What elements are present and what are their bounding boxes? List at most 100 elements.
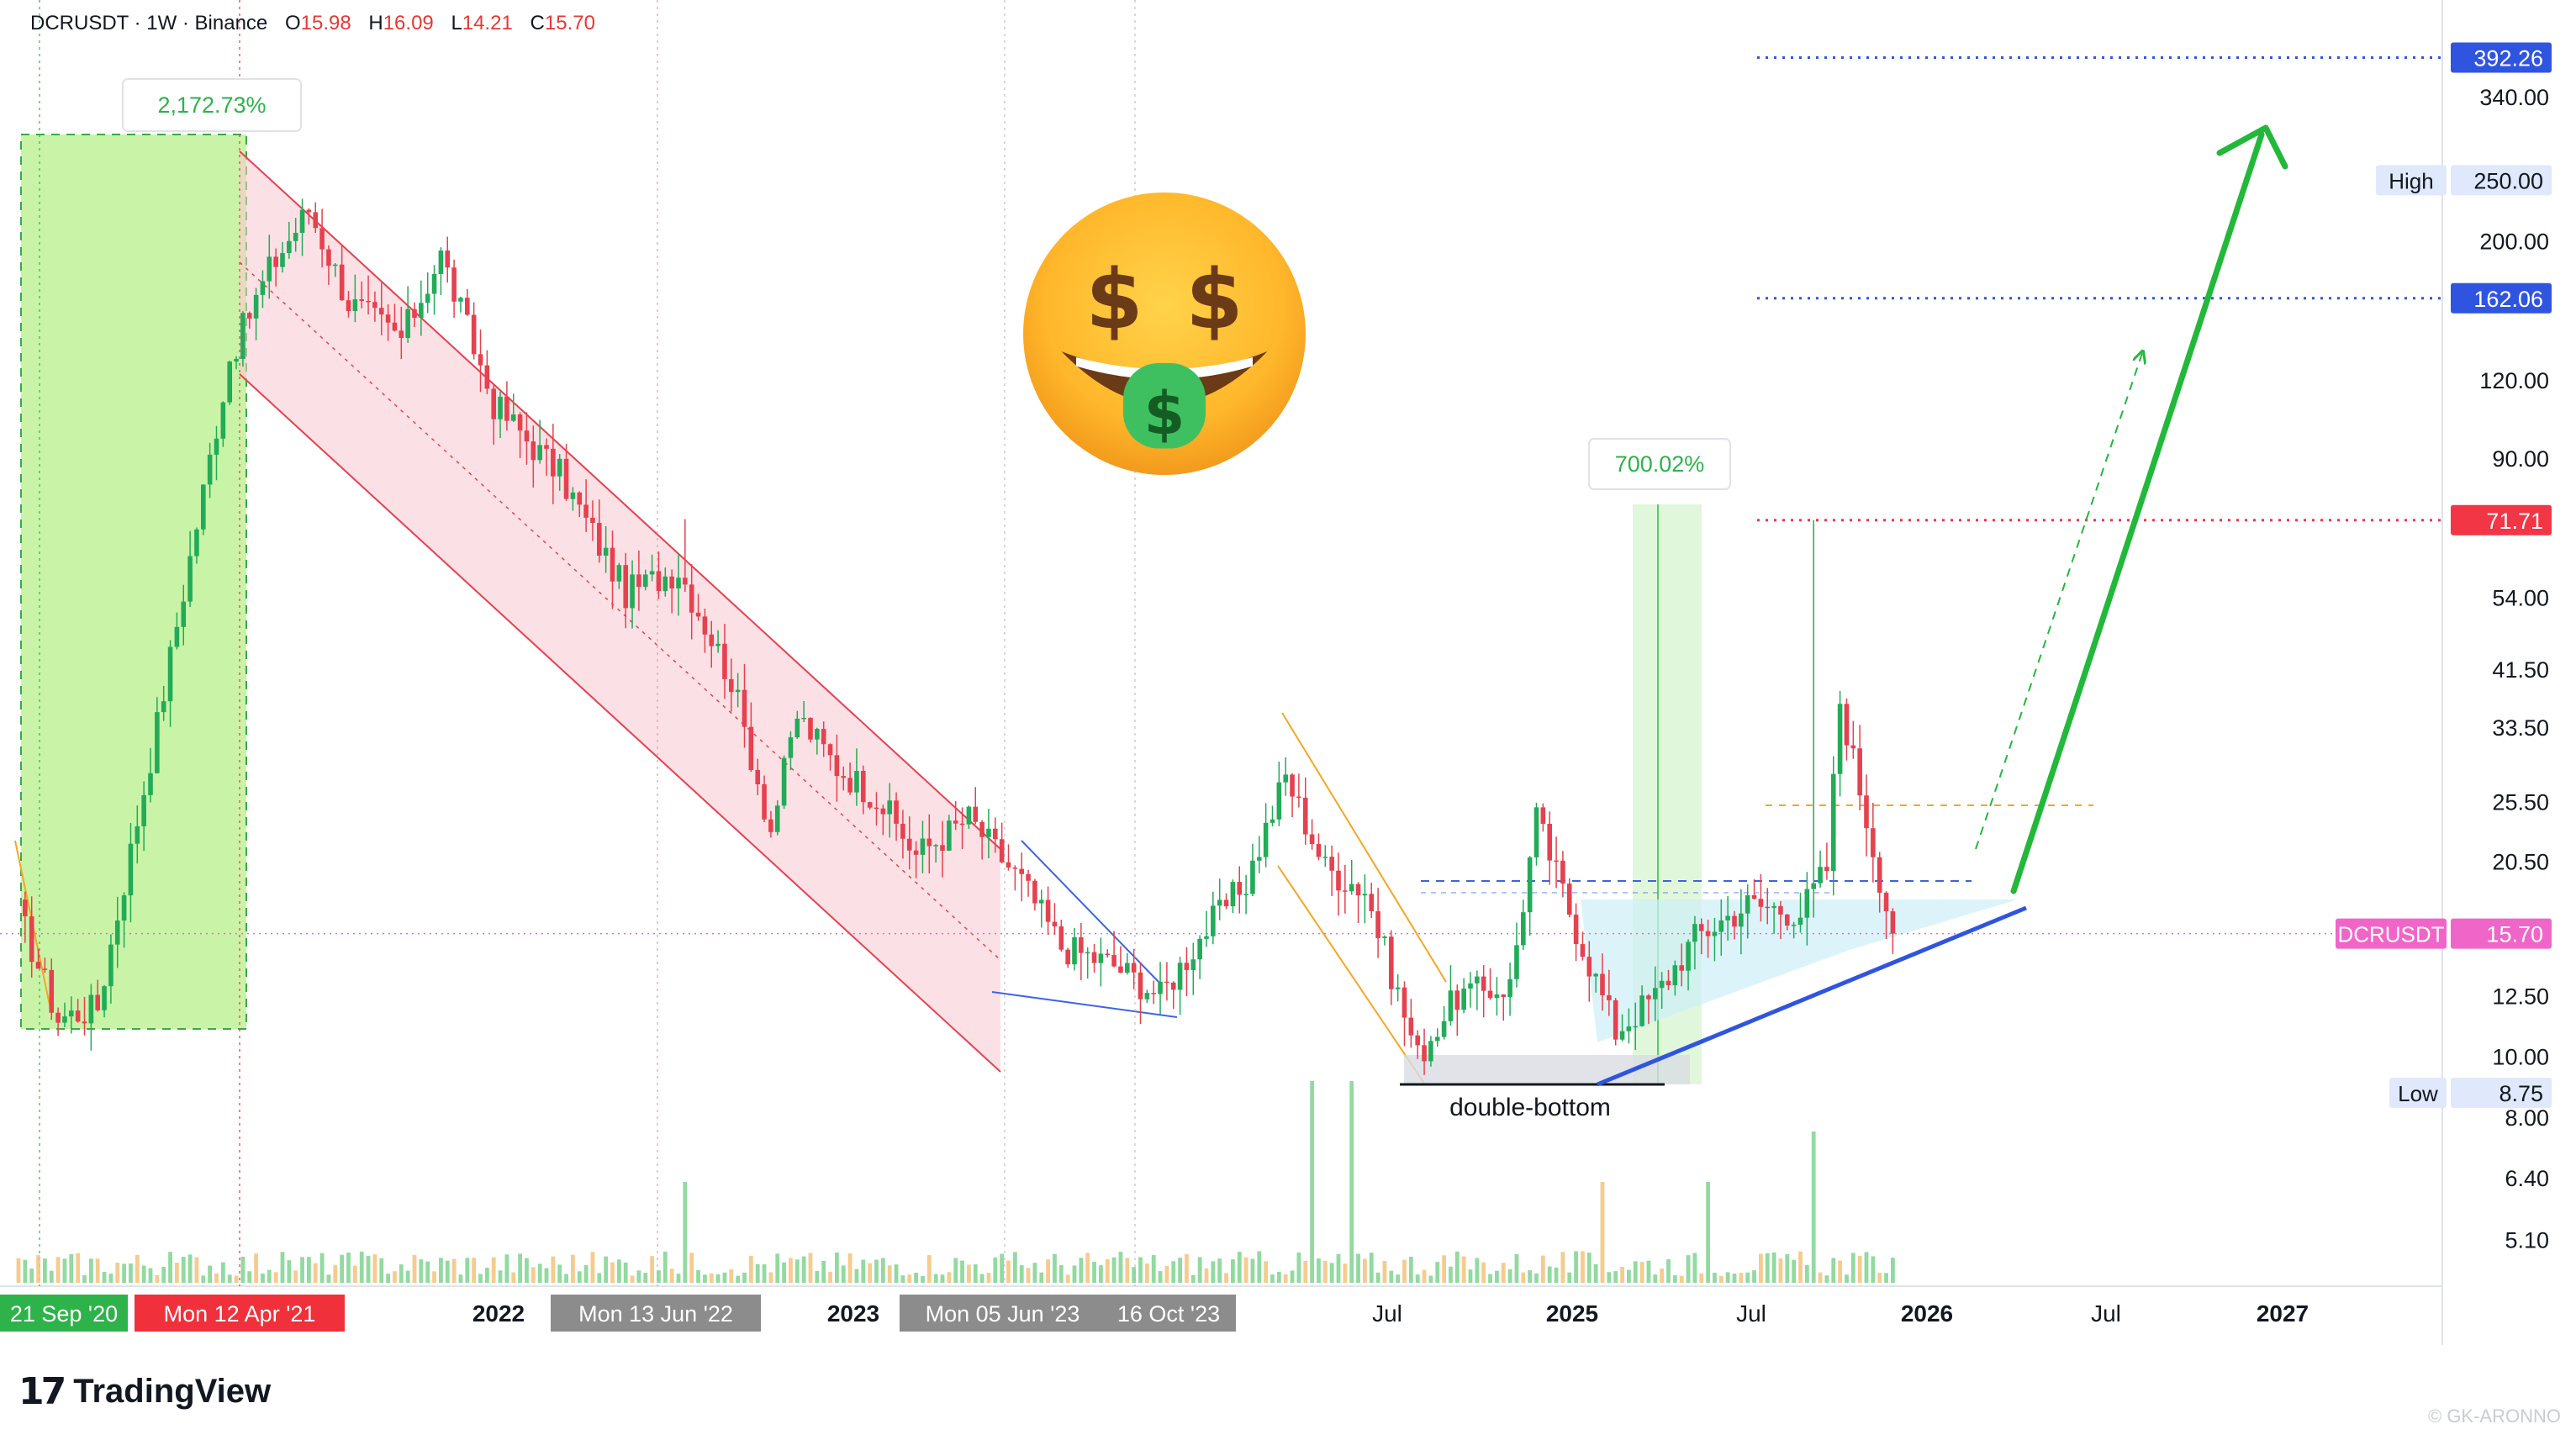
volume-bar: [696, 1269, 700, 1283]
candle-body: [214, 438, 219, 455]
candle-body: [1389, 936, 1394, 989]
candle-body: [293, 232, 298, 241]
volume-bar: [135, 1254, 140, 1283]
candle-body: [1791, 924, 1797, 926]
price-label-bg: [2451, 165, 2552, 196]
candle-body: [1052, 921, 1058, 926]
volume-bar: [900, 1275, 905, 1283]
volume-bar: [1329, 1263, 1334, 1283]
candle-body: [1257, 857, 1262, 861]
volume-bar: [1718, 1275, 1723, 1283]
volume-bar: [531, 1267, 536, 1283]
candle-body: [1718, 920, 1724, 932]
candle-body: [1158, 981, 1163, 994]
candle-body: [352, 299, 358, 311]
candle-body: [346, 300, 351, 311]
volume-bar: [1310, 1081, 1314, 1283]
high-label: H: [368, 12, 383, 34]
candle-body: [234, 358, 239, 362]
volume-bar: [1171, 1261, 1176, 1283]
volume-bar: [1818, 1272, 1823, 1283]
candle-body: [161, 701, 166, 713]
volume-bar: [1653, 1274, 1658, 1283]
volume-bar: [1065, 1274, 1070, 1283]
candle-body: [940, 845, 945, 851]
volume-bar: [1369, 1253, 1374, 1283]
tradingview-logo[interactable]: 17 TradingView: [18, 1370, 271, 1413]
volume-bar: [590, 1252, 595, 1283]
candle-body: [49, 969, 55, 1013]
candle-body: [187, 556, 193, 602]
candle-body: [1309, 834, 1315, 845]
candle-body: [1343, 890, 1348, 892]
candle-body: [88, 994, 94, 1024]
volume-bar: [498, 1270, 503, 1283]
candle-body: [590, 517, 595, 524]
volume-bar: [451, 1258, 457, 1283]
projection-arrow-main: [2010, 131, 2265, 894]
volume-bar: [1845, 1274, 1849, 1283]
volume-bar: [676, 1274, 681, 1283]
volume-bar: [352, 1265, 357, 1283]
candle-body: [649, 571, 655, 575]
volume-bar: [1454, 1251, 1460, 1283]
date-highlight-bg: [900, 1295, 1106, 1332]
svg-text:$: $: [1085, 252, 1143, 348]
volume-bar: [887, 1265, 892, 1283]
volume-bar: [854, 1269, 859, 1283]
author-watermark: © GK-ARONNO: [2428, 1406, 2561, 1427]
volume-bar: [1085, 1253, 1090, 1283]
volume-bar: [616, 1259, 621, 1283]
volume-bar: [393, 1271, 397, 1283]
candle-body: [1877, 857, 1882, 893]
volume-bar: [1375, 1272, 1380, 1283]
price-label-value: 8.75: [2499, 1081, 2543, 1106]
candle-body: [735, 689, 741, 693]
volume-bar: [1276, 1271, 1281, 1283]
candle-body: [69, 1010, 74, 1017]
volume-bar: [967, 1264, 971, 1283]
volume-bar: [1534, 1273, 1539, 1283]
date-highlight-label: Mon 13 Jun '22: [578, 1301, 733, 1327]
volume-bar: [1468, 1269, 1473, 1283]
volume-bar: [359, 1251, 364, 1283]
candle-body: [1785, 914, 1790, 926]
volume-bar: [828, 1271, 832, 1283]
candle-body: [517, 414, 523, 431]
volume-bar: [62, 1258, 67, 1283]
candle-body: [695, 612, 701, 617]
volume-bar: [23, 1259, 28, 1283]
candle-body: [755, 769, 760, 785]
volume-bar: [1250, 1258, 1255, 1283]
volume-bar: [1660, 1269, 1665, 1283]
candle-body: [287, 240, 292, 254]
date-highlight-bg: [135, 1295, 345, 1332]
volume-bar: [1039, 1272, 1044, 1283]
candle-body: [1164, 981, 1169, 984]
candle-body: [1758, 899, 1764, 907]
y-tick-label: 20.50: [2492, 849, 2549, 874]
candle-body: [1428, 1041, 1433, 1062]
candle-body: [1395, 987, 1401, 989]
volume-bar: [1713, 1272, 1717, 1283]
candle-body: [1712, 931, 1718, 936]
date-highlight-label: 21 Sep '20: [10, 1301, 118, 1327]
candle-body: [702, 616, 708, 635]
volume-bar: [386, 1274, 390, 1283]
candle-body: [42, 968, 48, 970]
volume-bar: [1408, 1257, 1413, 1283]
volume-bar: [300, 1257, 304, 1283]
candle-body: [524, 430, 530, 442]
volume-bar: [405, 1270, 410, 1283]
candle-body: [689, 584, 694, 613]
volume-bar: [841, 1265, 846, 1283]
volume-bar: [1475, 1258, 1480, 1283]
volume-bar: [1811, 1131, 1816, 1283]
candle-body: [1527, 857, 1533, 913]
volume-bar: [220, 1262, 225, 1283]
y-tick-label: 90.00: [2492, 446, 2549, 472]
volume-bar: [214, 1273, 219, 1283]
volume-bar: [1158, 1271, 1163, 1283]
volume-bar: [1646, 1260, 1651, 1283]
